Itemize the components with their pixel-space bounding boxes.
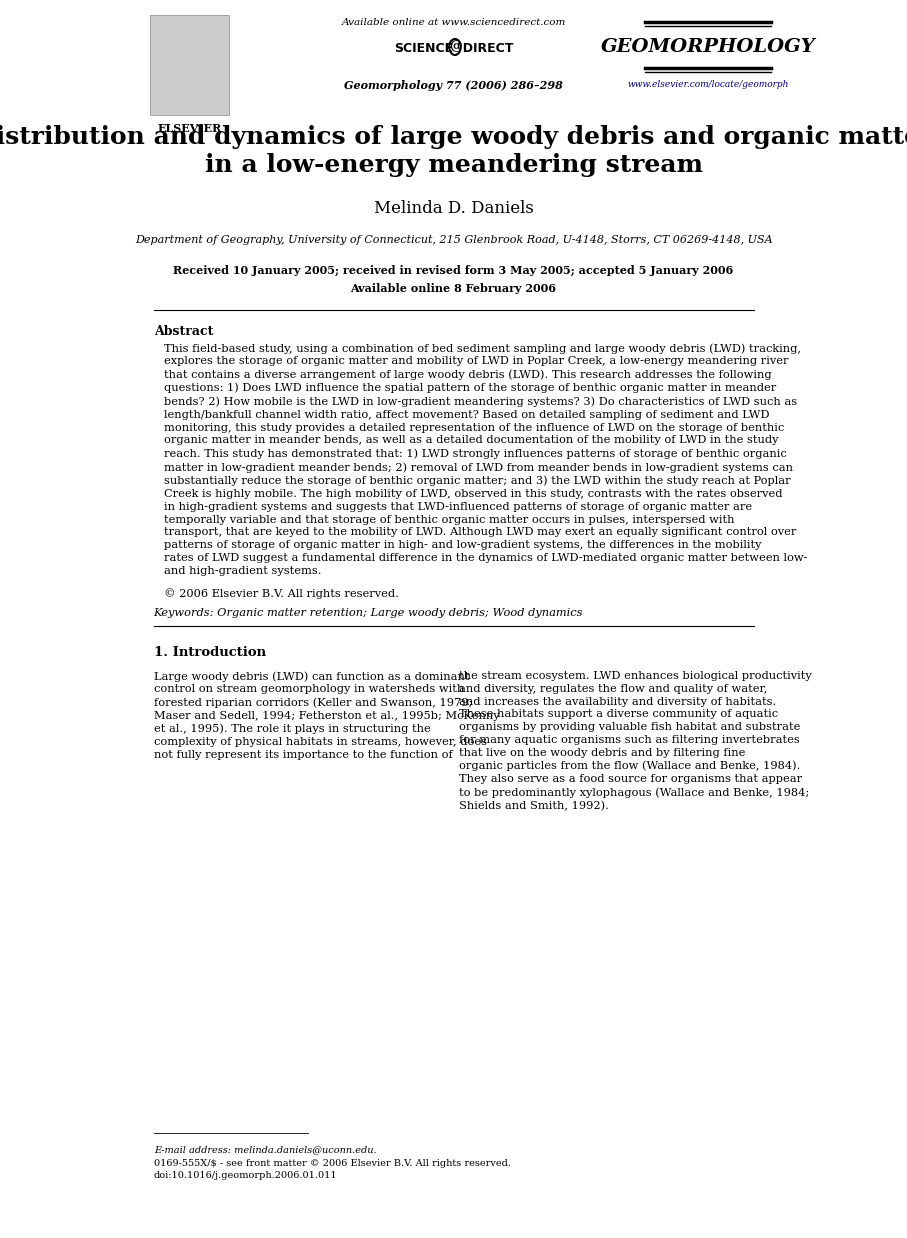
Text: @: @ — [449, 41, 462, 53]
Text: the stream ecosystem. LWD enhances biological productivity
and diversity, regula: the stream ecosystem. LWD enhances biolo… — [459, 671, 811, 811]
Text: Keywords: Organic matter retention; Large woody debris; Wood dynamics: Keywords: Organic matter retention; Larg… — [153, 608, 583, 618]
Text: Abstract: Abstract — [153, 326, 213, 338]
Text: DIRECT: DIRECT — [454, 42, 512, 54]
Text: www.elsevier.com/locate/geomorph: www.elsevier.com/locate/geomorph — [627, 80, 788, 89]
Text: 0169-555X/$ - see front matter © 2006 Elsevier B.V. All rights reserved.: 0169-555X/$ - see front matter © 2006 El… — [153, 1159, 511, 1167]
Text: Available online at www.sciencedirect.com: Available online at www.sciencedirect.co… — [341, 19, 566, 27]
Text: GEOMORPHOLOGY: GEOMORPHOLOGY — [600, 38, 815, 56]
Text: Melinda D. Daniels: Melinda D. Daniels — [374, 201, 533, 217]
Text: E-mail address: melinda.daniels@uconn.edu.: E-mail address: melinda.daniels@uconn.ed… — [153, 1145, 376, 1154]
Text: 1. Introduction: 1. Introduction — [153, 646, 266, 659]
Text: © 2006 Elsevier B.V. All rights reserved.: © 2006 Elsevier B.V. All rights reserved… — [164, 588, 399, 599]
Text: Department of Geography, University of Connecticut, 215 Glenbrook Road, U-4148, : Department of Geography, University of C… — [135, 235, 773, 245]
Text: in a low-energy meandering stream: in a low-energy meandering stream — [205, 154, 703, 177]
Text: SCIENCE: SCIENCE — [395, 42, 454, 54]
Text: Distribution and dynamics of large woody debris and organic matter: Distribution and dynamics of large woody… — [0, 125, 907, 149]
Text: Large woody debris (LWD) can function as a dominant
control on stream geomorphol: Large woody debris (LWD) can function as… — [153, 671, 499, 760]
Text: This field-based study, using a combination of bed sediment sampling and large w: This field-based study, using a combinat… — [164, 343, 808, 576]
Text: doi:10.1016/j.geomorph.2006.01.011: doi:10.1016/j.geomorph.2006.01.011 — [153, 1171, 337, 1180]
Text: ELSEVIER: ELSEVIER — [158, 123, 221, 134]
Text: Received 10 January 2005; received in revised form 3 May 2005; accepted 5 Januar: Received 10 January 2005; received in re… — [173, 265, 734, 276]
Text: Available online 8 February 2006: Available online 8 February 2006 — [350, 284, 557, 293]
Text: Geomorphology 77 (2006) 286–298: Geomorphology 77 (2006) 286–298 — [344, 80, 563, 92]
Bar — [150, 15, 229, 115]
